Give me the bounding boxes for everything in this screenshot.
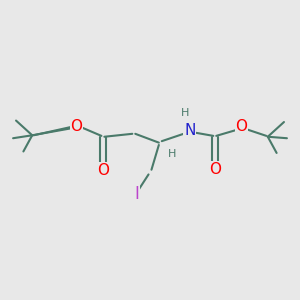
- Text: N: N: [184, 123, 195, 138]
- Text: H: H: [181, 108, 190, 118]
- Text: I: I: [134, 185, 139, 203]
- Text: O: O: [97, 163, 109, 178]
- Text: O: O: [235, 119, 247, 134]
- Text: H: H: [168, 149, 176, 159]
- Text: O: O: [70, 119, 83, 134]
- Text: O: O: [209, 162, 221, 177]
